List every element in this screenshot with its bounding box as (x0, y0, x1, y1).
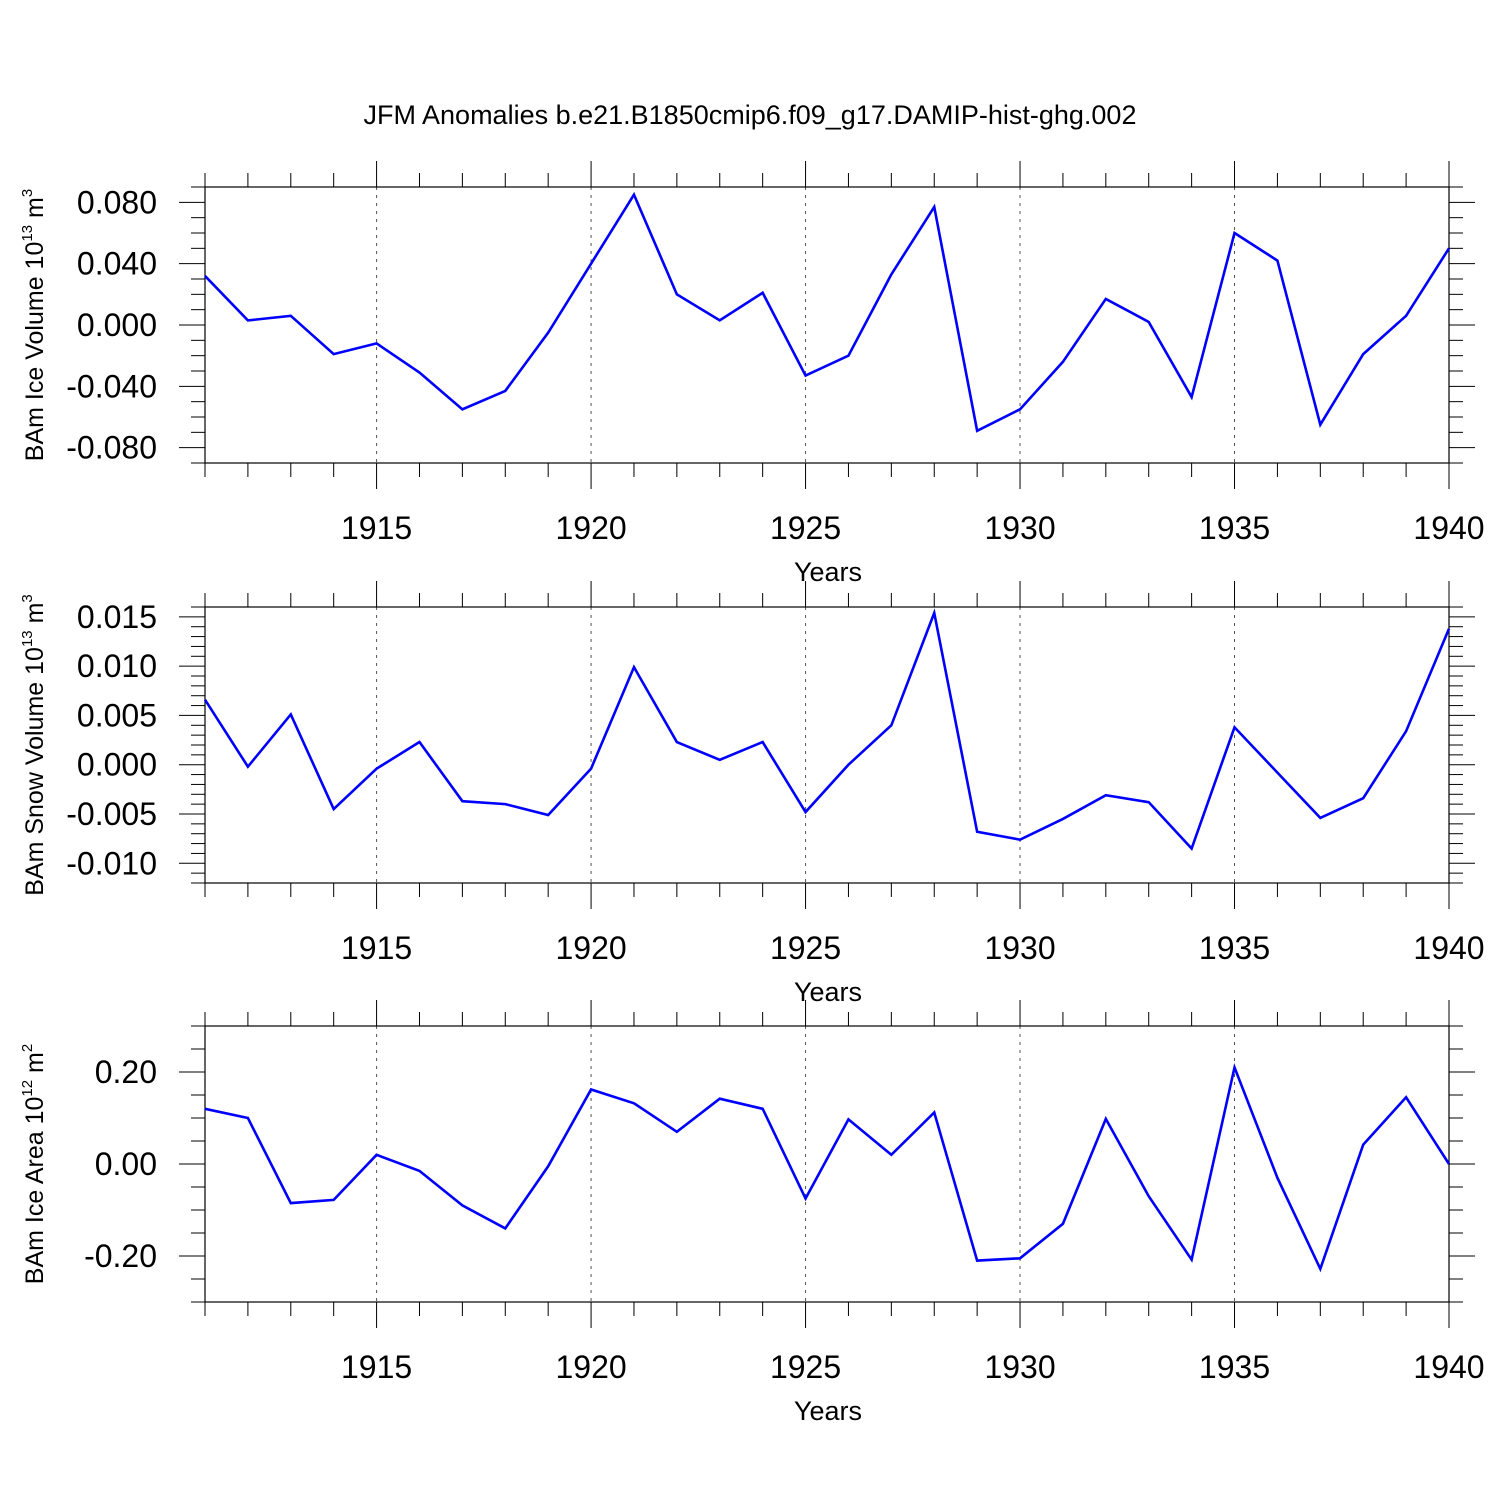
y-tick-label: 0.010 (77, 648, 157, 684)
x-tick-label: 1930 (984, 930, 1055, 966)
y-label-unit-exponent: 3 (19, 189, 36, 197)
x-tick-label: 1915 (341, 930, 412, 966)
y-tick-label: -0.010 (66, 845, 157, 881)
y-label-exponent: 12 (19, 1080, 36, 1097)
y-label-unit-exponent: 2 (19, 1044, 36, 1052)
x-tick-label: 1930 (984, 510, 1055, 546)
y-tick-label: 0.00 (95, 1146, 157, 1182)
x-tick-label: 1920 (555, 930, 626, 966)
series-line (203, 608, 1451, 851)
y-tick-label: 0.005 (77, 697, 157, 733)
x-tick-label: 1935 (1199, 1349, 1270, 1385)
panel-1: 1915 1920 1925 1930 1935 1940 Years -0.080 -0.04… (19, 161, 1485, 587)
y-tick-label: -0.20 (84, 1238, 157, 1274)
x-axis-label: Years (794, 1396, 862, 1426)
y-tick-label: -0.040 (66, 368, 157, 404)
y-tick-label: 0.20 (95, 1054, 157, 1090)
y-tick-label: 0.080 (77, 184, 157, 220)
y-tick-label: 0.015 (77, 599, 157, 635)
y-tick-label: 0.040 (77, 246, 157, 282)
panel-2: 1915 1920 1925 1930 1935 1940 Years -0.010 -0.00… (19, 581, 1485, 1007)
x-tick-label: 1915 (341, 1349, 412, 1385)
panel-3: 1915 1920 1925 1930 1935 1940 Years -0.20 0.00 0.… (19, 1000, 1485, 1426)
series-line (204, 191, 1451, 433)
x-tick-label: 1920 (555, 1349, 626, 1385)
y-axis-label: BAm Ice Volume 1013 m3 (19, 189, 49, 461)
x-tick-label: 1940 (1413, 510, 1484, 546)
y-tick-label: -0.005 (66, 796, 157, 832)
x-tick-label: 1935 (1199, 510, 1270, 546)
y-label-exponent: 13 (19, 630, 36, 647)
plot-frame (204, 186, 1450, 464)
y-label-unit-exponent: 3 (19, 594, 36, 602)
y-tick-label: 0.000 (77, 307, 157, 343)
series-line (204, 1062, 1451, 1273)
x-tick-label: 1925 (770, 1349, 841, 1385)
y-axis-label: BAm Snow Volume 1013 m3 (19, 594, 49, 896)
plot-frame (204, 606, 1450, 884)
x-tick-label: 1940 (1413, 930, 1484, 966)
x-tick-label: 1915 (341, 510, 412, 546)
y-label-exponent: 13 (19, 225, 36, 242)
y-tick-label: 0.000 (77, 747, 157, 783)
x-tick-label: 1930 (984, 1349, 1055, 1385)
x-axis-label: Years (794, 557, 862, 587)
y-axis-label: BAm Ice Area 1012 m2 (19, 1044, 49, 1284)
x-tick-label: 1940 (1413, 1349, 1484, 1385)
x-tick-label: 1935 (1199, 930, 1270, 966)
panels: 1915 1920 1925 1930 1935 1940 Years -0.080 -0.04… (19, 161, 1485, 1426)
x-tick-label: 1920 (555, 510, 626, 546)
chart-title: JFM Anomalies b.e21.B1850cmip6.f09_g17.D… (364, 100, 1137, 130)
plot-frame (204, 1025, 1450, 1303)
x-tick-label: 1925 (770, 930, 841, 966)
y-tick-label: -0.080 (66, 430, 157, 466)
x-tick-label: 1925 (770, 510, 841, 546)
x-axis-label: Years (794, 977, 862, 1007)
